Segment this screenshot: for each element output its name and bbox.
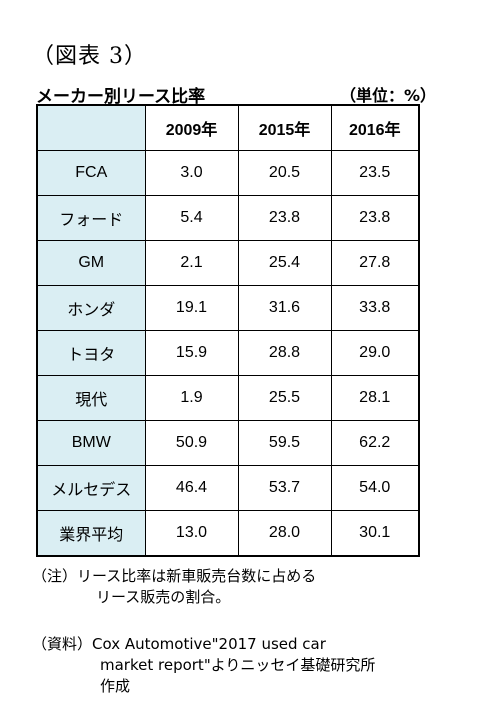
value-cell: 23.8	[330, 195, 420, 241]
source-tag: （資料）	[32, 635, 93, 653]
value-cell: 3.0	[144, 150, 239, 196]
table-row: GM 2.1 25.4 27.8	[36, 240, 420, 286]
note-text-line2: リース販売の割合。	[96, 588, 231, 606]
source-text-line1: Cox Automotive"2017 used car	[92, 635, 326, 653]
maker-cell: ホンダ	[36, 285, 146, 331]
value-cell: 46.4	[144, 465, 239, 511]
header-year-2009: 2009年	[144, 104, 239, 151]
value-cell: 5.4	[144, 195, 239, 241]
source-text-line2: market report"よりニッセイ基礎研究所	[100, 656, 376, 674]
value-cell: 25.4	[237, 240, 332, 286]
maker-cell: 現代	[36, 375, 146, 421]
value-cell: 20.5	[237, 150, 332, 196]
value-cell: 33.8	[330, 285, 420, 331]
maker-cell: 業界平均	[36, 510, 146, 557]
value-cell: 50.9	[144, 420, 239, 466]
value-cell: 30.1	[330, 510, 420, 557]
maker-cell: メルセデス	[36, 465, 146, 511]
note-text-line1: リース比率は新車販売台数に占める	[77, 567, 317, 585]
header-year-2015: 2015年	[237, 104, 332, 151]
maker-cell: トヨタ	[36, 330, 146, 376]
value-cell: 15.9	[144, 330, 239, 376]
value-cell: 59.5	[237, 420, 332, 466]
table-row: 業界平均 13.0 28.0 30.1	[36, 510, 420, 557]
table-row: トヨタ 15.9 28.8 29.0	[36, 330, 420, 376]
table-row: 現代 1.9 25.5 28.1	[36, 375, 420, 421]
maker-cell: フォード	[36, 195, 146, 241]
value-cell: 28.8	[237, 330, 332, 376]
note-line: （注） リース比率は新車販売台数に占める	[32, 566, 316, 587]
value-cell: 1.9	[144, 375, 239, 421]
value-cell: 25.5	[237, 375, 332, 421]
value-cell: 62.2	[330, 420, 420, 466]
value-cell: 13.0	[144, 510, 239, 557]
value-cell: 31.6	[237, 285, 332, 331]
table-row: フォード 5.4 23.8 23.8	[36, 195, 420, 241]
value-cell: 19.1	[144, 285, 239, 331]
value-cell: 28.0	[237, 510, 332, 557]
maker-cell: GM	[36, 240, 146, 286]
source-line: （資料） Cox Automotive"2017 used car	[32, 634, 375, 655]
source-text-line3: 作成	[100, 677, 131, 695]
value-cell: 23.5	[330, 150, 420, 196]
unit-label: （単位：%）	[340, 86, 437, 105]
maker-cell: FCA	[36, 150, 146, 196]
value-cell: 54.0	[330, 465, 420, 511]
table-row: FCA 3.0 20.5 23.5	[36, 150, 420, 196]
header-row: 2009年 2015年 2016年	[36, 104, 420, 151]
figure-label: （図表 3）	[32, 44, 147, 69]
value-cell: 23.8	[237, 195, 332, 241]
source-block: （資料） Cox Automotive"2017 used car market …	[32, 634, 375, 697]
value-cell: 27.8	[330, 240, 420, 286]
table-row: メルセデス 46.4 53.7 54.0	[36, 465, 420, 511]
maker-cell: BMW	[36, 420, 146, 466]
header-year-2016: 2016年	[330, 104, 420, 151]
lease-ratio-table: 2009年 2015年 2016年 FCA 3.0 20.5 23.5 フォード…	[36, 104, 420, 557]
note-tag: （注）	[32, 567, 78, 585]
value-cell: 28.1	[330, 375, 420, 421]
value-cell: 53.7	[237, 465, 332, 511]
value-cell: 2.1	[144, 240, 239, 286]
table-row: ホンダ 19.1 31.6 33.8	[36, 285, 420, 331]
note-block: （注） リース比率は新車販売台数に占める リース販売の割合。	[32, 566, 316, 608]
value-cell: 29.0	[330, 330, 420, 376]
table-row: BMW 50.9 59.5 62.2	[36, 420, 420, 466]
header-corner-cell	[36, 104, 146, 151]
table-title: メーカー別リース比率	[36, 87, 206, 107]
